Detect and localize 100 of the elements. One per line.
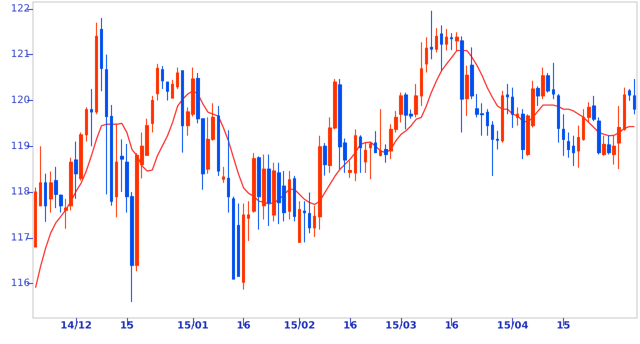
candlestick <box>293 176 296 222</box>
x-tick-label: 15/02 <box>284 320 316 332</box>
candlestick <box>465 65 469 117</box>
candlestick <box>445 28 448 52</box>
y-tick-label: 117 <box>10 232 30 244</box>
candlestick <box>557 94 560 144</box>
candlestick <box>34 186 37 248</box>
candlestick <box>39 146 42 206</box>
y-tick-label: 118 <box>10 186 30 198</box>
candlestick <box>151 95 154 134</box>
candlestick <box>607 135 611 156</box>
candlestick <box>541 66 545 100</box>
candlestick <box>379 108 382 157</box>
candlestick <box>85 106 88 142</box>
candlestick <box>318 135 322 230</box>
candlestick <box>516 106 519 126</box>
candlestick <box>435 28 438 53</box>
candlestick <box>267 154 271 226</box>
candlestick <box>176 66 179 90</box>
candlestick <box>257 156 261 230</box>
candlestick <box>247 200 250 242</box>
line-series <box>34 50 636 288</box>
candlestick <box>374 130 377 154</box>
candlestick <box>491 120 494 177</box>
candlestick <box>496 130 499 150</box>
x-tick-label: 15/04 <box>496 320 528 332</box>
candlestick <box>623 87 626 132</box>
candlestick <box>100 18 103 92</box>
candlestick <box>364 142 367 174</box>
candlestick <box>115 122 118 218</box>
candlestick <box>552 62 555 100</box>
candlestick <box>217 105 220 177</box>
candlestick <box>617 105 621 170</box>
x-tick-label: 15 <box>120 320 134 332</box>
candlestick <box>323 142 327 176</box>
candlestick <box>54 166 58 209</box>
candlestick <box>262 154 266 220</box>
candlestick <box>161 66 164 90</box>
candlestick <box>511 87 514 128</box>
x-tick-label: 16 <box>444 320 459 332</box>
x-tick-label: 16 <box>343 320 358 332</box>
candlestick <box>348 160 352 178</box>
candlestick <box>546 72 550 94</box>
x-tick-label: 15/03 <box>385 320 417 332</box>
candlestick <box>74 141 78 200</box>
candlestick <box>237 203 240 277</box>
candlestick <box>242 203 245 290</box>
candlestick <box>455 32 459 52</box>
y-tick-label: 119 <box>10 140 30 152</box>
candlestick <box>95 22 98 115</box>
x-tick-label: 16 <box>236 320 251 332</box>
x-tick-label: 15 <box>556 320 570 332</box>
candlestick <box>288 170 291 220</box>
candlestick <box>486 108 489 136</box>
candlestick <box>567 132 570 158</box>
y-tick-label: 122 <box>10 3 30 14</box>
candlestick <box>414 83 418 118</box>
candlestick <box>272 162 276 222</box>
candlestick <box>460 36 464 134</box>
candlestick <box>577 125 580 168</box>
candlestick <box>232 196 235 280</box>
x-tick-label: 14/12 <box>60 320 92 332</box>
candlestick <box>44 173 47 222</box>
candlestick <box>308 192 311 234</box>
candlestick <box>572 135 575 166</box>
x-tick-label: 15/01 <box>177 320 209 332</box>
candlestick <box>602 135 606 156</box>
candlestick <box>450 32 453 51</box>
candlestick <box>313 205 316 238</box>
candlestick <box>156 63 159 101</box>
candlestick <box>399 92 403 123</box>
candlestick <box>425 36 428 74</box>
candlestick <box>430 10 433 60</box>
candlestick <box>90 88 93 147</box>
candlestick <box>110 104 113 206</box>
candlestick <box>166 82 169 101</box>
candlestick <box>384 144 388 164</box>
candlestick <box>79 132 83 182</box>
candlestick <box>369 142 372 180</box>
candlestick <box>587 102 591 123</box>
candlestick <box>171 79 174 99</box>
candlestick <box>303 200 306 243</box>
y-tick-label: 116 <box>10 278 30 290</box>
candlestick <box>440 24 443 72</box>
y-tick-label: 121 <box>10 49 30 60</box>
candlestick <box>597 116 601 156</box>
candlestick <box>298 200 301 243</box>
candlestick <box>59 194 63 214</box>
candlestick <box>252 152 256 214</box>
candlestick <box>181 70 184 154</box>
y-tick-label: 120 <box>10 94 30 106</box>
candlestick <box>227 130 230 214</box>
candlestick <box>69 157 73 211</box>
candlestick <box>501 90 504 144</box>
candlestick <box>222 166 225 184</box>
candlestick <box>612 135 616 166</box>
candlestick <box>582 108 585 142</box>
candlestick <box>120 138 124 193</box>
candlestick <box>420 42 423 106</box>
candlestick <box>49 170 53 214</box>
